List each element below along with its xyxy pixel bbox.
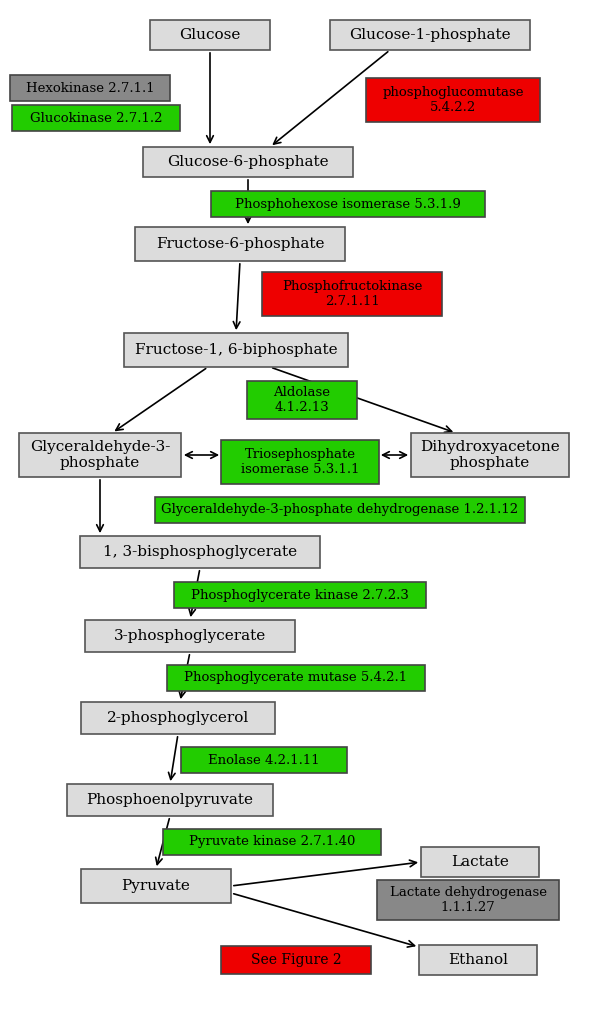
Text: Glucokinase 2.7.1.2: Glucokinase 2.7.1.2 [30,112,162,124]
Text: Pyruvate: Pyruvate [122,879,190,893]
Text: Glyceraldehyde-3-phosphate dehydrogenase 1.2.1.12: Glyceraldehyde-3-phosphate dehydrogenase… [161,504,518,516]
FancyBboxPatch shape [174,582,426,608]
Text: Aldolase
4.1.2.13: Aldolase 4.1.2.13 [274,386,331,414]
FancyBboxPatch shape [247,381,357,419]
FancyBboxPatch shape [262,272,442,316]
Text: Glucose: Glucose [179,29,241,42]
FancyBboxPatch shape [67,784,273,816]
Text: Pyruvate kinase 2.7.1.40: Pyruvate kinase 2.7.1.40 [189,836,355,848]
FancyBboxPatch shape [150,20,270,50]
FancyBboxPatch shape [221,440,379,484]
FancyBboxPatch shape [366,78,540,122]
Text: 3-phosphoglycerate: 3-phosphoglycerate [114,629,266,643]
Text: Lactate dehydrogenase
1.1.1.27: Lactate dehydrogenase 1.1.1.27 [389,886,547,914]
FancyBboxPatch shape [143,147,353,177]
FancyBboxPatch shape [10,75,170,101]
FancyBboxPatch shape [155,497,525,523]
FancyBboxPatch shape [421,847,539,876]
Text: Glyceraldehyde-3-
phosphate: Glyceraldehyde-3- phosphate [30,440,170,470]
Text: Fructose-6-phosphate: Fructose-6-phosphate [156,237,324,251]
Text: Phosphohexose isomerase 5.3.1.9: Phosphohexose isomerase 5.3.1.9 [235,197,461,211]
FancyBboxPatch shape [135,227,345,261]
FancyBboxPatch shape [81,702,275,734]
FancyBboxPatch shape [19,433,181,477]
Text: Enolase 4.2.1.11: Enolase 4.2.1.11 [208,753,320,767]
FancyBboxPatch shape [211,191,485,217]
Text: Phosphoglycerate kinase 2.7.2.3: Phosphoglycerate kinase 2.7.2.3 [191,588,409,602]
FancyBboxPatch shape [221,946,371,974]
FancyBboxPatch shape [167,665,425,691]
FancyBboxPatch shape [163,829,381,855]
Text: Glucose-1-phosphate: Glucose-1-phosphate [349,29,511,42]
Text: Triosephosphate
isomerase 5.3.1.1: Triosephosphate isomerase 5.3.1.1 [241,448,359,476]
Text: Ethanol: Ethanol [448,953,508,967]
FancyBboxPatch shape [81,869,231,903]
Text: Phosphofructokinase
2.7.1.11: Phosphofructokinase 2.7.1.11 [282,280,422,308]
FancyBboxPatch shape [12,105,180,131]
Text: phosphoglucomutase
5.4.2.2: phosphoglucomutase 5.4.2.2 [382,86,524,114]
FancyBboxPatch shape [377,880,559,920]
Text: Phosphoglycerate mutase 5.4.2.1: Phosphoglycerate mutase 5.4.2.1 [184,672,407,684]
Text: Glucose-6-phosphate: Glucose-6-phosphate [167,155,329,169]
Text: Hexokinase 2.7.1.1: Hexokinase 2.7.1.1 [26,81,154,95]
Text: See Figure 2: See Figure 2 [251,953,341,967]
FancyBboxPatch shape [330,20,530,50]
FancyBboxPatch shape [411,433,569,477]
FancyBboxPatch shape [85,620,295,652]
Text: Phosphoenolpyruvate: Phosphoenolpyruvate [86,793,254,807]
Text: Lactate: Lactate [451,855,509,869]
FancyBboxPatch shape [419,945,537,975]
Text: 2-phosphoglycerol: 2-phosphoglycerol [107,711,249,725]
FancyBboxPatch shape [181,747,347,773]
FancyBboxPatch shape [80,536,320,568]
FancyBboxPatch shape [124,333,348,367]
Text: Dihydroxyacetone
phosphate: Dihydroxyacetone phosphate [420,440,560,470]
Text: 1, 3-bisphosphoglycerate: 1, 3-bisphosphoglycerate [103,545,297,559]
Text: Fructose-1, 6-biphosphate: Fructose-1, 6-biphosphate [134,343,337,357]
